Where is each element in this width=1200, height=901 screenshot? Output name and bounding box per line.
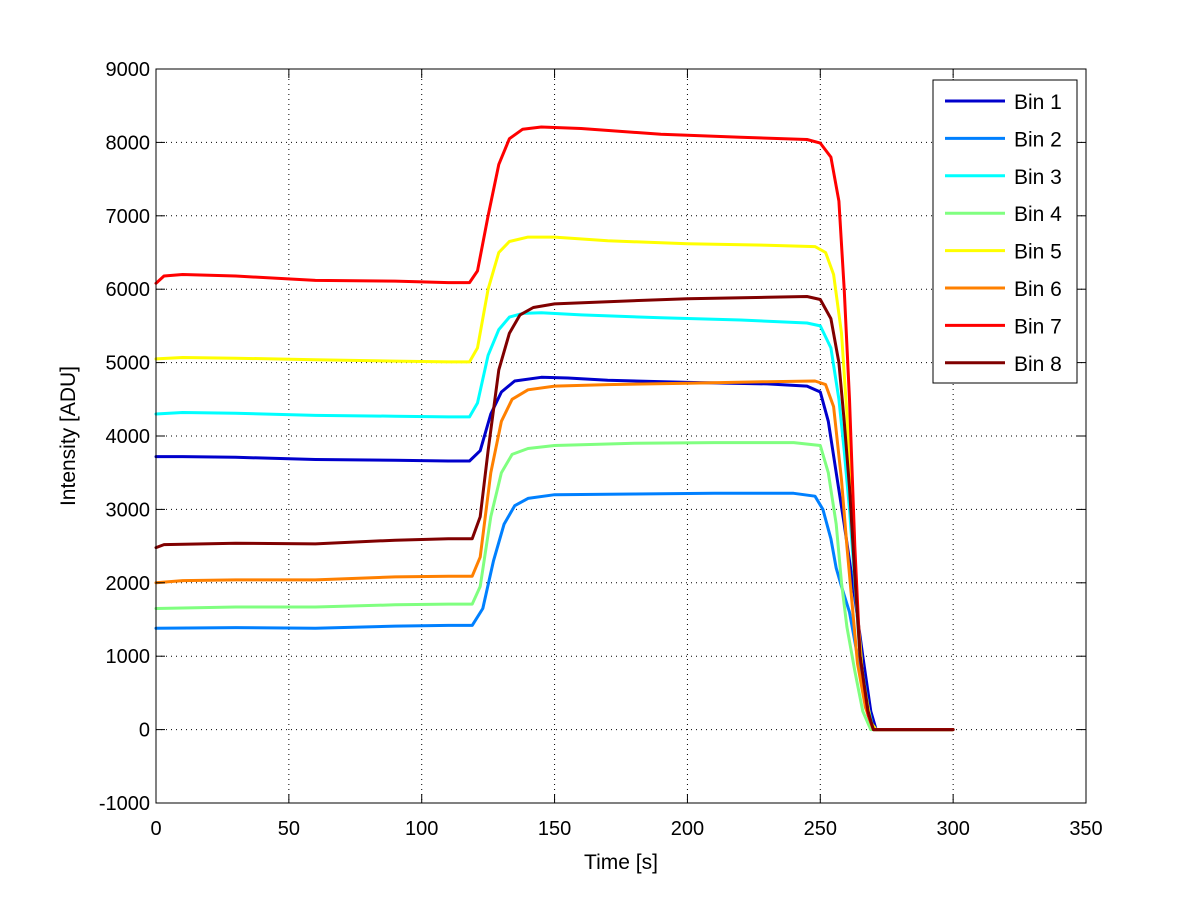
y-tick-label: 8000 — [106, 132, 151, 154]
x-tick-label: 0 — [150, 818, 161, 840]
x-tick-label: 150 — [538, 818, 571, 840]
tick-labels: 0 50 100 150 200 250 300 350-100001000200030004… — [99, 59, 1103, 840]
x-tick-label: 250 — [804, 818, 837, 840]
y-tick-label: 2000 — [106, 573, 151, 595]
x-tick-label: 50 — [278, 818, 300, 840]
grid — [156, 69, 1086, 803]
series-layer — [154, 125, 955, 732]
x-tick-label: 300 — [936, 818, 969, 840]
axis-ticks — [155, 68, 1087, 804]
legend: Bin 1 Bin 2 Bin 3 Bin 4 Bin 5 Bin 6 Bin 7 Bin 8 — [932, 79, 1078, 384]
legend-label-bin-1: Bin 1 — [1014, 91, 1062, 114]
x-tick-label: 100 — [405, 818, 438, 840]
legend-label-bin-5: Bin 5 — [1014, 241, 1062, 264]
legend-box — [932, 79, 1078, 384]
series-line-bin-1 — [154, 375, 955, 732]
x-tick-label: 350 — [1069, 818, 1102, 840]
series-line-bin-4 — [154, 441, 955, 732]
legend-label-bin-4: Bin 4 — [1014, 203, 1062, 226]
legend-label-bin-2: Bin 2 — [1014, 128, 1062, 151]
series-line-bin-7 — [154, 125, 955, 732]
y-tick-label: 9000 — [106, 59, 151, 81]
y-tick-label: 0 — [139, 720, 150, 742]
legend-label-bin-8: Bin 8 — [1014, 353, 1062, 376]
series-line-bin-2 — [154, 491, 955, 732]
series-line-bin-8 — [154, 295, 955, 732]
y-tick-label: 5000 — [106, 353, 151, 375]
y-tick-label: 3000 — [106, 499, 151, 521]
y-tick-label: -1000 — [99, 793, 150, 815]
y-tick-label: 4000 — [106, 426, 151, 448]
x-tick-label: 200 — [671, 818, 704, 840]
y-tick-label: 7000 — [106, 206, 151, 228]
y-tick-label: 6000 — [106, 279, 151, 301]
legend-label-bin-7: Bin 7 — [1014, 315, 1062, 338]
legend-label-bin-6: Bin 6 — [1014, 278, 1062, 301]
series-line-bin-6 — [154, 379, 955, 732]
y-tick-label: 1000 — [106, 646, 151, 668]
x-axis-label: Time [s] — [584, 851, 658, 874]
legend-label-bin-3: Bin 3 — [1014, 166, 1062, 189]
y-axis-label: Intensity [ADU] — [57, 366, 80, 506]
